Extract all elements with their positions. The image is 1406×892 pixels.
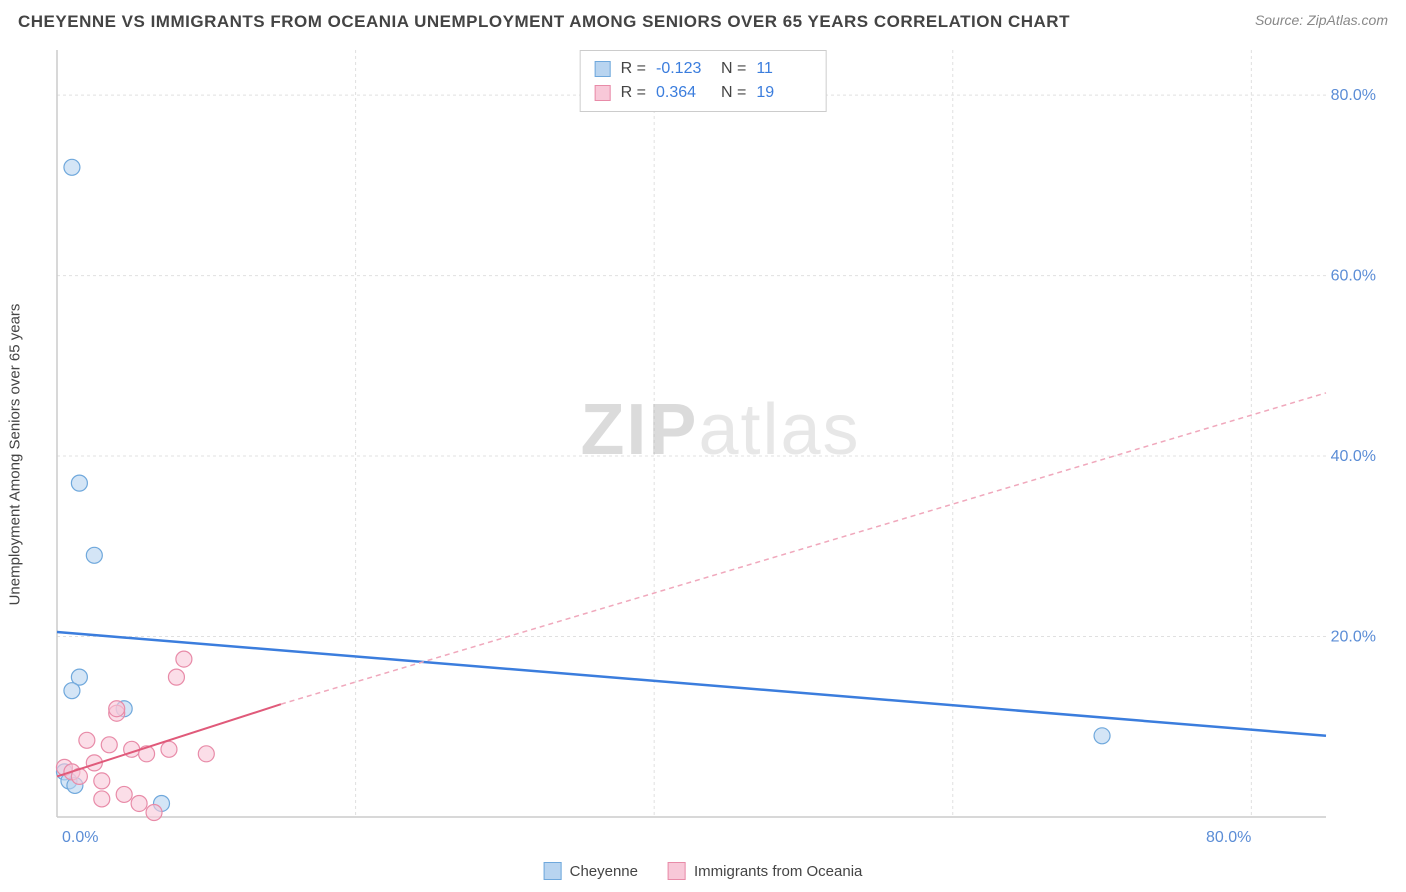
svg-text:20.0%: 20.0% xyxy=(1331,629,1376,646)
plot-area: 20.0%40.0%60.0%80.0%0.0%80.0% ZIPatlas xyxy=(55,45,1386,847)
scatter-plot-svg: 20.0% 40.0% 60.0% 80.0% 0.0% 80.0% xyxy=(55,45,1386,847)
svg-text:40.0%: 40.0% xyxy=(1331,448,1376,465)
r-label: R = xyxy=(621,57,646,81)
stats-legend-row: R = 0.364 N = 19 xyxy=(595,81,812,105)
legend-item: Cheyenne xyxy=(544,862,638,880)
svg-text:60.0%: 60.0% xyxy=(1331,268,1376,285)
stats-legend-row: R = -0.123 N = 11 xyxy=(595,57,812,81)
chart-title: CHEYENNE VS IMMIGRANTS FROM OCEANIA UNEM… xyxy=(18,12,1070,32)
n-value: 19 xyxy=(756,81,811,105)
svg-text:80.0%: 80.0% xyxy=(1331,87,1376,104)
legend-swatch xyxy=(595,61,611,77)
y-axis-title: Unemployment Among Seniors over 65 years xyxy=(7,304,24,606)
stats-legend-box: R = -0.123 N = 11 R = 0.364 N = 19 xyxy=(580,50,827,112)
legend-label: Cheyenne xyxy=(570,863,638,880)
r-label: R = xyxy=(621,81,646,105)
r-value: -0.123 xyxy=(656,57,711,81)
legend-swatch xyxy=(544,862,562,880)
legend-swatch xyxy=(595,85,611,101)
chart-header: CHEYENNE VS IMMIGRANTS FROM OCEANIA UNEM… xyxy=(18,12,1388,32)
svg-text:0.0%: 0.0% xyxy=(62,829,98,846)
legend-item: Immigrants from Oceania xyxy=(668,862,862,880)
source-attribution: Source: ZipAtlas.com xyxy=(1255,12,1388,28)
legend-label: Immigrants from Oceania xyxy=(694,863,862,880)
n-value: 11 xyxy=(756,57,811,81)
n-label: N = xyxy=(721,57,746,81)
r-value: 0.364 xyxy=(656,81,711,105)
n-label: N = xyxy=(721,81,746,105)
legend-swatch xyxy=(668,862,686,880)
svg-text:80.0%: 80.0% xyxy=(1206,829,1251,846)
series-legend: Cheyenne Immigrants from Oceania xyxy=(544,862,863,880)
